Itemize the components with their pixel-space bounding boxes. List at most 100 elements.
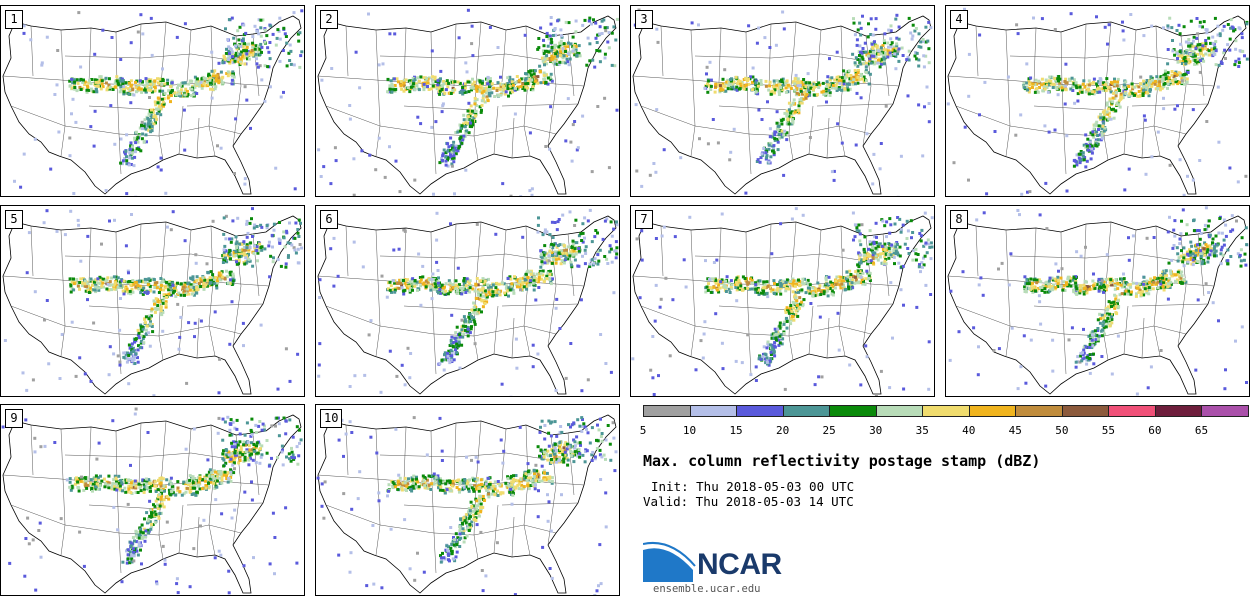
echo-pixel [402, 84, 406, 88]
echo-pixel [443, 292, 447, 296]
echo-pixel [89, 289, 93, 293]
echo-pixel [150, 115, 154, 119]
echo-pixel [229, 48, 233, 51]
echo-pixel [486, 76, 490, 80]
echo-pixel [511, 90, 515, 94]
echo-pixel [886, 55, 890, 59]
echo-pixel [75, 78, 79, 82]
echo-pixel [1038, 81, 1042, 85]
echo-pixel [1058, 82, 1062, 86]
echo-pixel [1076, 99, 1080, 103]
echo-pixel [924, 40, 928, 44]
echo-pixel [467, 281, 471, 285]
echo-pixel [489, 285, 493, 289]
echo-pixel [874, 55, 878, 58]
echo-pixel [81, 86, 85, 90]
echo-pixel [189, 283, 193, 287]
echo-pixel [1096, 90, 1100, 94]
echo-pixel [86, 288, 90, 292]
echo-pixel [200, 77, 204, 81]
echo-pixel [255, 62, 259, 66]
echo-pixel [1151, 80, 1155, 84]
echo-pixel [1069, 12, 1073, 16]
echo-pixel [550, 220, 554, 224]
echo-pixel [772, 144, 776, 148]
echo-pixel [261, 18, 265, 22]
echo-pixel [175, 93, 178, 97]
echo-pixel [492, 293, 496, 297]
echo-pixel [225, 47, 228, 51]
echo-pixel [457, 283, 461, 287]
echo-pixel [690, 21, 694, 25]
echo-pixel [818, 83, 822, 87]
echo-pixel [1199, 59, 1203, 62]
echo-pixel [887, 45, 890, 49]
echo-pixel [445, 79, 449, 83]
echo-pixel [868, 72, 872, 76]
echo-pixel [138, 126, 142, 130]
echo-pixel [564, 42, 568, 46]
ensemble-member-panel-5: 5 [0, 205, 305, 397]
echo-pixel [161, 79, 165, 82]
echo-pixel [254, 44, 258, 48]
echo-pixel [177, 291, 181, 295]
echo-pixel [465, 277, 469, 281]
echo-pixel [113, 142, 117, 146]
echo-pixel [594, 21, 598, 25]
echo-pixel [906, 94, 910, 98]
echo-pixel [754, 81, 758, 85]
echo-pixel [465, 129, 469, 133]
echo-pixel [90, 283, 94, 287]
echo-pixel [395, 374, 399, 378]
echo-pixel [787, 120, 790, 124]
echo-pixel [764, 148, 768, 151]
echo-pixel [1186, 53, 1190, 57]
echo-pixel [927, 47, 931, 51]
state-border [64, 253, 237, 262]
echo-pixel [854, 82, 857, 86]
echo-pixel [1178, 59, 1182, 63]
echo-pixel [108, 219, 111, 223]
echo-pixel [473, 322, 477, 326]
echo-pixel [1241, 49, 1245, 53]
echo-pixel [574, 48, 578, 52]
echo-pixel [486, 285, 490, 289]
echo-pixel [136, 89, 140, 93]
echo-pixel [507, 294, 510, 298]
echo-pixel [439, 286, 443, 289]
echo-pixel [448, 290, 452, 294]
echo-pixel [454, 148, 458, 152]
echo-pixel [421, 264, 425, 268]
echo-pixel [242, 250, 246, 254]
echo-pixel [1028, 190, 1032, 194]
echo-pixel [29, 38, 33, 42]
echo-pixel [225, 72, 229, 75]
echo-pixel [435, 238, 439, 242]
echo-pixel [540, 262, 544, 266]
echo-pixel [571, 253, 575, 257]
echo-pixel [449, 339, 453, 342]
echo-pixel [508, 78, 512, 82]
echo-pixel [778, 136, 782, 140]
echo-pixel [416, 115, 420, 119]
echo-pixel [236, 43, 240, 47]
echo-pixel [475, 98, 479, 102]
echo-pixel [500, 82, 504, 86]
echo-pixel [83, 80, 87, 84]
echo-pixel [536, 75, 540, 79]
echo-pixel [517, 283, 521, 287]
echo-pixel [128, 88, 132, 92]
echo-pixel [147, 118, 151, 122]
echo-pixel [557, 218, 561, 221]
echo-pixel [204, 283, 208, 287]
echo-pixel [1187, 41, 1191, 45]
echo-pixel [513, 112, 517, 116]
echo-pixel [1127, 94, 1131, 98]
echo-pixel [837, 87, 841, 91]
echo-pixel [481, 305, 485, 309]
echo-pixel [263, 28, 267, 32]
state-border [345, 25, 349, 77]
echo-pixel [499, 75, 502, 79]
echo-pixel [245, 235, 249, 239]
echo-pixel [536, 47, 540, 51]
